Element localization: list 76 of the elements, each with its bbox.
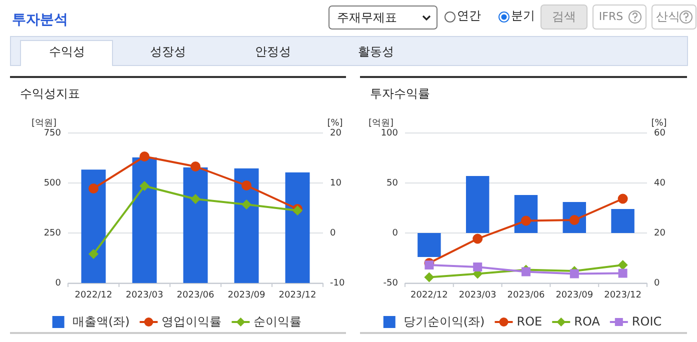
bar xyxy=(81,170,106,283)
point xyxy=(88,184,98,194)
point xyxy=(521,216,531,226)
y2-tick-label: 20 xyxy=(330,128,342,138)
chart-title: 투자수익률 xyxy=(370,86,430,100)
text: 안정성 xyxy=(255,44,291,58)
y-tick-label: 0 xyxy=(392,228,398,238)
point xyxy=(140,152,150,162)
legend-label: ROIC xyxy=(632,314,662,328)
x-tick-label: 2023/12 xyxy=(604,290,642,300)
point xyxy=(242,200,252,210)
y-tick-label: 0 xyxy=(55,278,62,288)
point xyxy=(522,267,530,276)
bar xyxy=(183,167,208,283)
text: 연간 xyxy=(457,8,481,22)
point xyxy=(424,260,434,270)
y-tick-label: 50 xyxy=(386,178,398,188)
text: 분기 xyxy=(511,8,535,22)
x-tick-label: 2022/12 xyxy=(410,290,448,300)
x-tick-label: 2023/06 xyxy=(176,290,214,300)
bar xyxy=(132,157,157,283)
text: IFRS xyxy=(598,10,624,24)
text: 투자분석 xyxy=(12,12,68,28)
text: 주재무제표 xyxy=(337,10,397,24)
y-axis-title: [억원] xyxy=(31,118,57,128)
point xyxy=(88,249,98,259)
x-tick-label: 2022/12 xyxy=(74,290,112,300)
y2-tick-label: 0 xyxy=(330,228,336,238)
point xyxy=(472,234,483,244)
x-tick-label: 2023/09 xyxy=(228,290,266,300)
y2-axis-title: [%] xyxy=(651,118,667,128)
y2-tick-label: 60 xyxy=(654,128,666,138)
x-tick-label: 2023/06 xyxy=(507,290,545,300)
text: 산식 xyxy=(656,9,680,24)
bar xyxy=(234,168,259,283)
x-tick-label: 2023/03 xyxy=(126,290,164,300)
bar xyxy=(285,172,310,283)
y2-tick-label: 10 xyxy=(330,178,342,188)
legend-label: ROA xyxy=(574,314,601,328)
y2-axis-title: [%] xyxy=(327,118,343,128)
point xyxy=(140,181,150,191)
y-tick-label: -50 xyxy=(383,278,398,288)
legend-label: 순이익률 xyxy=(254,314,302,328)
point xyxy=(190,194,200,204)
x-tick-label: 2023/03 xyxy=(458,290,496,300)
y2-tick-label: 20 xyxy=(654,228,666,238)
x-tick-label: 2023/09 xyxy=(556,290,594,300)
y-tick-label: 250 xyxy=(44,228,62,238)
y-tick-label: 500 xyxy=(44,178,62,188)
bar xyxy=(466,176,490,233)
y2-tick-label: 0 xyxy=(654,278,660,288)
y2-tick-label: -10 xyxy=(330,278,345,288)
text: 검색 xyxy=(552,9,576,24)
point xyxy=(570,269,579,278)
legend-label: ROE xyxy=(516,314,542,328)
point xyxy=(242,180,252,190)
legend-label: 영업이익률 xyxy=(162,314,222,328)
y2-tick-label: 40 xyxy=(654,178,666,188)
point xyxy=(473,262,482,272)
point xyxy=(424,272,434,282)
chart-title: 수익성지표 xyxy=(20,86,80,100)
point xyxy=(618,268,628,278)
text: 활동성 xyxy=(358,44,394,58)
y-tick-label: 100 xyxy=(380,128,398,138)
point xyxy=(618,260,628,270)
legend-label: 당기순이익(좌) xyxy=(403,314,485,328)
text: 성장성 xyxy=(150,44,186,58)
point xyxy=(190,162,200,172)
bar xyxy=(611,209,634,233)
y-axis-title: [억원] xyxy=(368,118,394,128)
point xyxy=(618,194,628,204)
x-tick-label: 2023/12 xyxy=(278,290,316,300)
y-tick-label: 750 xyxy=(44,128,62,138)
text: 수익성 xyxy=(49,44,85,58)
legend-label: 매출액(좌) xyxy=(72,314,130,328)
bar xyxy=(418,233,441,257)
